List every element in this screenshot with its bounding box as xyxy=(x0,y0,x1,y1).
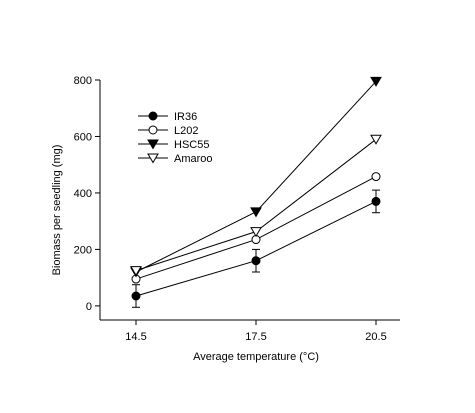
axes: 0 200 400 600 800 14.5 17.5 20.5 xyxy=(74,75,400,343)
data-point-l202 xyxy=(371,172,381,182)
data-point-ir36 xyxy=(371,196,381,206)
data-point-amaroo xyxy=(130,266,142,277)
x-tick-label: 14.5 xyxy=(125,331,146,343)
legend-item-hsc55: HSC55 xyxy=(138,139,209,151)
data-point-hsc55 xyxy=(370,76,382,87)
x-axis-label: Average temperature (°C) xyxy=(193,351,319,363)
series-hsc55 xyxy=(130,76,382,278)
y-tick-label: 600 xyxy=(74,131,92,143)
y-tick-label: 200 xyxy=(74,244,92,256)
data-point-ir36 xyxy=(251,256,261,266)
series-layer xyxy=(130,76,382,308)
series-l202 xyxy=(131,172,381,284)
legend-item-l202: L202 xyxy=(138,125,198,137)
y-tick-label: 400 xyxy=(74,188,92,200)
legend-marker xyxy=(148,125,158,135)
legend-label: IR36 xyxy=(174,111,197,123)
legend-label: Amaroo xyxy=(174,153,213,165)
x-tick-label: 20.5 xyxy=(365,331,386,343)
data-point-hsc55 xyxy=(250,207,262,218)
data-point-amaroo xyxy=(250,227,262,238)
legend-label: L202 xyxy=(174,125,198,137)
legend-marker xyxy=(147,153,159,164)
legend-item-amaroo: Amaroo xyxy=(138,153,213,165)
y-tick-label: 800 xyxy=(74,75,92,87)
data-point-ir36 xyxy=(131,291,141,301)
legend-item-ir36: IR36 xyxy=(138,111,197,123)
series-amaroo xyxy=(130,134,382,277)
legend-marker xyxy=(147,139,159,150)
y-axis-label: Biomass per seedling (mg) xyxy=(51,145,63,276)
legend-label: HSC55 xyxy=(174,139,209,151)
y-tick-label: 0 xyxy=(86,301,92,313)
x-tick-label: 17.5 xyxy=(245,331,266,343)
data-point-amaroo xyxy=(370,134,382,145)
legend-marker xyxy=(148,111,158,121)
legend: IR36 L202 HSC55 Amaroo xyxy=(138,111,213,165)
series-ir36 xyxy=(131,189,381,308)
